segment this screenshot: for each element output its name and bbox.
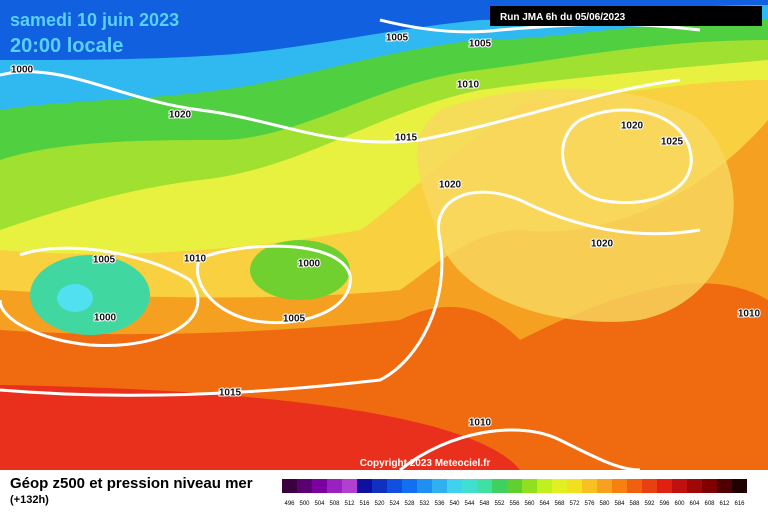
scale-swatch [297,479,312,493]
scale-label: 500 [299,501,310,507]
run-label: Run JMA 6h du 05/06/2023 [500,12,626,23]
date-label: samedi 10 juin 2023 [10,10,179,30]
scale-label: 536 [434,501,445,507]
time-label: 20:00 locale [10,35,123,57]
isobar-label: 1005 [283,314,306,325]
scale-swatch [357,479,372,493]
scale-label: 596 [659,501,670,507]
scale-label: 544 [464,501,475,507]
scale-swatch [657,479,672,493]
scale-label: 496 [284,501,295,507]
scale-swatch [327,479,342,493]
scale-label: 508 [329,501,340,507]
scale-label: 560 [524,501,535,507]
scale-swatch [567,479,582,493]
footer-title: Géop z500 et pression niveau mer [10,475,253,492]
scale-swatch [717,479,732,493]
scale-swatch [372,479,387,493]
isobar-label: 1005 [386,33,409,44]
scale-label: 572 [569,501,580,507]
scale-swatch [342,479,357,493]
isobar-label: 1010 [457,80,480,91]
scale-swatch [282,479,297,493]
scale-label: 600 [674,501,685,507]
scale-label: 612 [719,501,730,507]
scale-label: 568 [554,501,565,507]
isobar-label: 1005 [469,39,492,50]
scale-label: 552 [494,501,505,507]
scale-swatch [612,479,627,493]
scale-swatch [492,479,507,493]
scale-swatch [597,479,612,493]
scale-label: 524 [389,501,400,507]
copyright: Copyright 2023 Meteociel.fr [360,458,491,469]
isobar-label: 1020 [591,239,614,250]
isobar-labels: 1005 1005 1000 1010 1020 1015 1020 1020 … [10,32,762,430]
scale-label: 576 [584,501,595,507]
scale-swatch [687,479,702,493]
scale-label: 516 [359,501,370,507]
scale-label: 528 [404,501,415,507]
isobar-label: 1015 [219,388,242,399]
isobar-label: 1025 [661,137,684,148]
footer-lead: (+132h) [10,494,49,506]
isobar-label: 1020 [169,110,192,121]
scale-swatch [642,479,657,493]
map [0,0,768,472]
isobar-label: 1000 [94,313,117,324]
scale-label: 588 [629,501,640,507]
isobar-label: 1005 [93,255,116,266]
scale-swatch [582,479,597,493]
scale-swatch [507,479,522,493]
isobar-label: 1000 [298,259,321,270]
scale-swatch [447,479,462,493]
scale-swatch [477,479,492,493]
scale-label: 504 [314,501,325,507]
isobar-label: 1000 [11,65,34,76]
isobar-label: 1010 [469,418,492,429]
scale-swatch [432,479,447,493]
isobar-label: 1010 [184,254,207,265]
scale-label: 520 [374,501,385,507]
run-box [490,6,762,26]
scale-label: 604 [689,501,700,507]
scale-label: 584 [614,501,625,507]
scale-swatch [672,479,687,493]
color-scale: 496 500 504 508 512 516 520 524 528 532 536 540 544 5… [282,479,747,507]
scale-label: 580 [599,501,610,507]
scale-label: 548 [479,501,490,507]
scale-label: 556 [509,501,520,507]
scale-label: 592 [644,501,655,507]
scale-swatch [402,479,417,493]
scale-swatch [537,479,552,493]
scale-swatch [387,479,402,493]
isobar-label: 1020 [621,121,644,132]
isobar-label: 1015 [395,133,418,144]
scale-label: 532 [419,501,430,507]
scale-swatch [417,479,432,493]
scale-swatch [462,479,477,493]
scale-swatch [552,479,567,493]
scale-swatch [732,479,747,493]
scale-swatch [522,479,537,493]
scale-label: 608 [704,501,715,507]
scale-swatch [702,479,717,493]
scale-label: 616 [734,501,745,507]
isobar-label: 1010 [738,309,761,320]
scale-label: 564 [539,501,550,507]
scale-swatch [627,479,642,493]
isobar-label: 1020 [439,180,462,191]
scale-label: 540 [449,501,460,507]
scale-swatch [312,479,327,493]
scale-label: 512 [344,501,355,507]
